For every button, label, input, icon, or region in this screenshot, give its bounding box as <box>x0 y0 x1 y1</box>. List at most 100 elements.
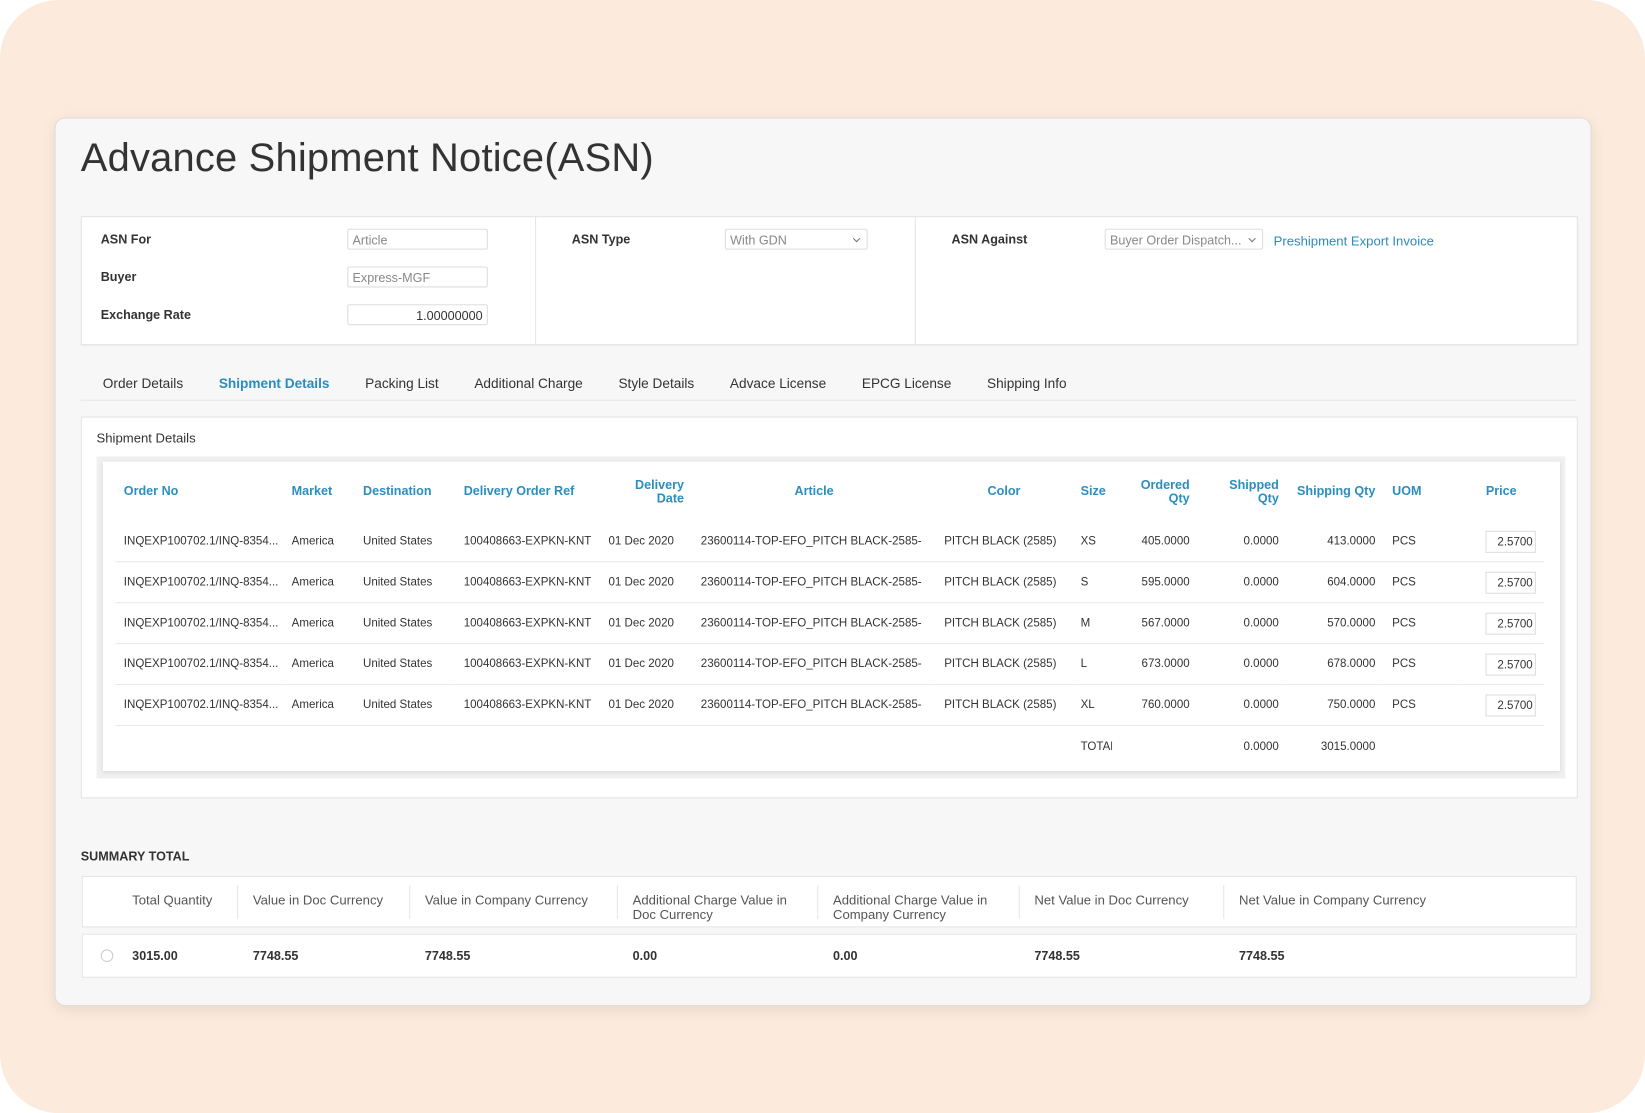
total-cell: 3015.0000 <box>1320 740 1376 754</box>
summary-values: 3015.00 7748.55 7748.55 0.00 0.00 7748.55 7748… <box>81 933 1577 978</box>
column-header: Size <box>1080 483 1106 499</box>
table-cell: America <box>283 561 355 604</box>
table-cell: PCS <box>1383 684 1459 726</box>
table-cell: 413.0000 <box>1287 521 1384 563</box>
table-cell: 760.0000 <box>1112 684 1199 726</box>
table-cell: 23600114-TOP-EFO_PITCH BLACK-2585- <box>692 521 936 563</box>
table-row: INQEXP100702.1/INQ-8354... America United … <box>115 521 1545 563</box>
text-input[interactable]: 1.00000000 <box>347 304 488 326</box>
table-cell: PCS <box>1383 643 1459 686</box>
summary-value: 7748.55 <box>1238 948 1285 964</box>
summary-header: Value in Doc Currency <box>252 892 384 908</box>
table-cell: INQEXP100702.1/INQ-8354... <box>115 643 284 686</box>
empty-cell <box>1112 725 1198 767</box>
table-cell: XS <box>1072 521 1113 563</box>
select-input[interactable]: With GDN <box>724 228 868 250</box>
header-row: Order No Market Destination Delivery Order … <box>115 462 1544 522</box>
table-cell: INQEXP100702.1/INQ-8354... <box>115 602 284 645</box>
table-cell: 595.0000 <box>1112 561 1199 604</box>
tab[interactable]: Style Details <box>618 375 695 392</box>
empty-cell <box>1458 725 1544 767</box>
table-cell: United States <box>354 561 456 604</box>
table-cell: 0.0000 <box>1198 643 1288 686</box>
summary-header: Additional Charge Value in Company Curre… <box>832 892 988 923</box>
empty-cell <box>1384 725 1458 767</box>
total-row: TOTAL 0.0000 3015.0000 <box>115 725 1544 767</box>
table-cell: 100408663-EXPKN-KNT <box>455 521 601 563</box>
form-panel: ASN For Article Buyer Express-MGF Exchange R… <box>80 216 1578 346</box>
tab[interactable]: Packing List <box>365 375 439 392</box>
summary-title: SUMMARY TOTAL <box>80 848 190 864</box>
tab[interactable]: Shipping Info <box>986 375 1067 392</box>
page-title: Advance Shipment Notice(ASN) <box>80 136 654 181</box>
tab-underline <box>80 399 1577 401</box>
table-cell: America <box>283 602 355 645</box>
divider <box>914 217 916 345</box>
empty-cell <box>936 725 1072 767</box>
text-input[interactable]: Express-MGF <box>347 266 488 288</box>
table-row: INQEXP100702.1/INQ-8354... America United … <box>115 643 1545 686</box>
tab[interactable]: Order Details <box>102 375 184 392</box>
table-cell: INQEXP100702.1/INQ-8354... <box>115 561 284 604</box>
price-input[interactable]: 2.5700 <box>1485 612 1536 635</box>
price-input[interactable]: 2.5700 <box>1485 571 1536 594</box>
table-cell: 01 Dec 2020 <box>600 521 693 563</box>
column-header: UOM <box>1392 483 1422 499</box>
table-cell: 2.5700 <box>1458 643 1545 686</box>
table-cell: America <box>283 643 355 686</box>
table-cell: 23600114-TOP-EFO_PITCH BLACK-2585- <box>692 561 936 604</box>
tab[interactable]: Advace License <box>729 375 827 392</box>
table-cell: 100408663-EXPKN-KNT <box>455 602 601 645</box>
column-header: Shipping Qty <box>1297 483 1376 499</box>
empty-cell <box>283 725 354 767</box>
table-cell: PCS <box>1383 521 1459 563</box>
table-cell: 0.0000 <box>1198 684 1288 726</box>
table-cell: PCS <box>1383 561 1459 604</box>
price-input[interactable]: 2.5700 <box>1485 530 1536 553</box>
tab[interactable]: Additional Charge <box>474 375 583 392</box>
column-header: Shipped Qty <box>1229 476 1279 506</box>
table-row: INQEXP100702.1/INQ-8354... America United … <box>115 684 1545 726</box>
divider <box>535 217 537 345</box>
table-cell: United States <box>354 643 456 686</box>
table-cell: 100408663-EXPKN-KNT <box>455 643 601 686</box>
tab[interactable]: Shipment Details <box>218 375 330 392</box>
table-cell: 673.0000 <box>1112 643 1199 686</box>
summary-header: Net Value in Company Currency <box>1238 892 1427 908</box>
divider <box>1018 885 1020 920</box>
tab[interactable]: EPCG License <box>861 375 952 392</box>
summary-value: 7748.55 <box>1034 948 1080 964</box>
empty-cell <box>455 725 600 767</box>
radio[interactable] <box>100 949 114 963</box>
field-label: ASN Against <box>951 231 1028 247</box>
table-cell: 0.0000 <box>1198 561 1288 604</box>
table-cell: 604.0000 <box>1287 561 1384 604</box>
section-title: Shipment Details <box>96 431 196 446</box>
table-cell: S <box>1072 561 1113 604</box>
summary-value: 3015.00 <box>132 948 178 964</box>
summary-header: Additional Charge Value in Doc Currency <box>632 892 787 923</box>
field-label: Buyer <box>100 269 137 285</box>
divider <box>817 885 819 920</box>
price-input[interactable]: 2.5700 <box>1485 653 1536 676</box>
table-cell: PCS <box>1383 602 1459 645</box>
link[interactable]: Preshipment Export Invoice <box>1273 233 1434 249</box>
table-cell: 2.5700 <box>1458 521 1545 563</box>
table-cell: America <box>283 521 355 563</box>
table-cell: 0.0000 <box>1198 602 1288 645</box>
column-header: Market <box>291 483 333 499</box>
summary-header: Total Quantity <box>132 892 213 908</box>
table-cell: 01 Dec 2020 <box>600 684 693 726</box>
column-header: Article <box>794 483 834 499</box>
table-cell: 01 Dec 2020 <box>600 643 693 686</box>
select-input[interactable]: Buyer Order Dispatch... <box>1104 228 1264 250</box>
table-cell: L <box>1072 643 1113 686</box>
field-label: ASN Type <box>571 231 631 247</box>
divider <box>409 885 411 920</box>
text-input[interactable]: Article <box>347 228 488 250</box>
table-cell: America <box>283 684 355 726</box>
summary-header: Net Value in Doc Currency <box>1034 892 1189 908</box>
price-input[interactable]: 2.5700 <box>1485 693 1536 717</box>
total-cell: TOTAL <box>1080 740 1112 754</box>
